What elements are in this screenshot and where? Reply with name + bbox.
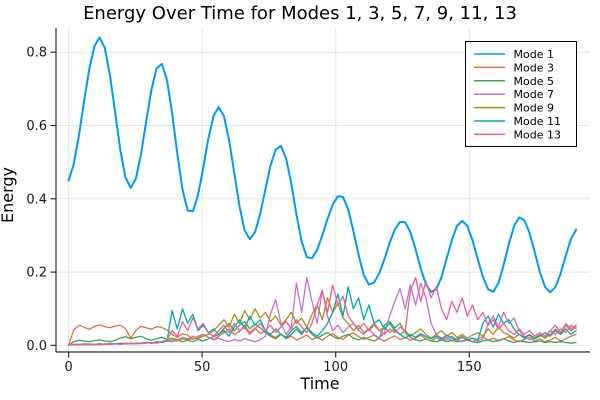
series-lines [67,36,578,346]
series-line-mode-3 [67,324,577,346]
legend-entry-mode-1: Mode 1 [474,48,554,61]
legend-label: Mode 5 [514,75,554,88]
tick-marks-and-labels: 0 50 100 150 0.0 0.2 0.4 0.6 0.8 [26,46,481,375]
series-line-mode-5 [67,320,577,346]
y-axis-label: Energy [0,167,17,224]
legend-entry-mode-13: Mode 13 [474,128,561,141]
x-tick-label: 150 [457,360,482,375]
x-tick-label: 100 [323,360,348,375]
chart-title: Energy Over Time for Modes 1, 3, 5, 7, 9… [83,3,517,24]
legend-label: Mode 3 [514,61,554,74]
y-tick-label: 0.8 [26,46,47,61]
y-tick-label: 0.4 [26,192,47,207]
legend-label: Mode 9 [514,102,554,115]
legend-entry-mode-11: Mode 11 [474,115,561,128]
series-line-mode-11 [67,286,577,346]
legend-entry-mode-7: Mode 7 [474,88,554,101]
y-tick-label: 0.0 [26,339,47,354]
legend-label: Mode 11 [514,115,561,128]
legend-entry-mode-3: Mode 3 [474,61,554,74]
legend-label: Mode 7 [514,88,554,101]
series-line-mode-13 [67,276,577,346]
x-axis-label: Time [300,374,340,393]
legend-entry-mode-9: Mode 9 [474,102,554,115]
legend-entry-mode-5: Mode 5 [474,75,554,88]
axes [55,28,590,353]
x-tick-label: 50 [194,360,211,375]
x-tick-label: 0 [64,360,72,375]
legend-label: Mode 13 [514,128,561,141]
legend-label: Mode 1 [514,48,554,61]
y-tick-label: 0.6 [26,119,47,134]
y-tick-label: 0.2 [26,266,47,281]
series-line-mode-1 [67,36,578,294]
